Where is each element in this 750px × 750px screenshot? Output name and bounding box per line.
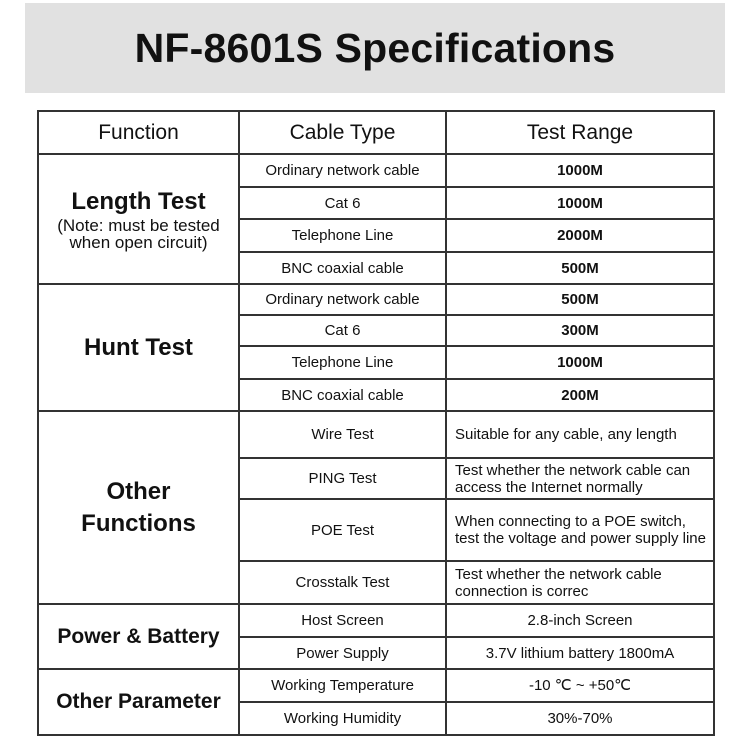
header-function: Function <box>37 110 240 155</box>
test-range-cell: 1000M <box>445 153 715 188</box>
cable-type-cell: Telephone Line <box>238 345 447 380</box>
description-cell: Suitable for any cable, any length <box>445 410 715 459</box>
test-range-cell: 1000M <box>445 186 715 220</box>
table-row: Cat 6 1000M <box>38 186 715 220</box>
specifications-table: Function Cable Type Test Range Length Te… <box>37 110 715 736</box>
test-range-cell: 300M <box>445 314 715 347</box>
test-range-cell: 2000M <box>445 218 715 253</box>
test-range-cell: 500M <box>445 251 715 285</box>
function-note: (Note: must be tested when open circuit) <box>57 216 220 252</box>
cable-type-cell: Ordinary network cable <box>238 153 447 188</box>
value-cell: 3.7V lithium battery 1800mA <box>445 636 715 670</box>
title-banner: NF-8601S Specifications <box>25 3 725 93</box>
header-test-range: Test Range <box>445 110 715 155</box>
function-cell: Other Functions <box>37 410 240 605</box>
table-row: Other Parameter Working Temperature -10 … <box>37 668 715 736</box>
cable-type-cell: Cat 6 <box>238 186 447 220</box>
table-row: Crosstalk Test Test whether the network … <box>38 560 715 605</box>
table-row: Power & Battery Host Screen 2.8-inch Scr… <box>37 603 715 670</box>
table-row: Working Humidity 30%-70% <box>38 701 715 736</box>
table-row: Telephone Line 1000M <box>38 345 715 380</box>
table-row: BNC coaxial cable 500M <box>38 251 715 285</box>
function-cell: Hunt Test <box>37 283 240 412</box>
test-range-cell: 1000M <box>445 345 715 380</box>
cable-type-cell: Host Screen <box>238 603 447 638</box>
test-range-cell: 500M <box>445 283 715 316</box>
cable-type-cell: Working Temperature <box>238 668 447 703</box>
table-row: Hunt Test Ordinary network cable 500M <box>37 283 715 412</box>
value-cell: -10 ℃ ~ +50℃ <box>445 668 715 703</box>
function-cell: Length Test (Note: must be tested when o… <box>37 153 240 285</box>
table-row: PING Test Test whether the network cable… <box>38 457 715 500</box>
function-cell: Other Parameter <box>37 668 240 736</box>
description-cell: When connecting to a POE switch, test th… <box>445 498 715 562</box>
function-cell: Power & Battery <box>37 603 240 670</box>
table-row: BNC coaxial cable 200M <box>38 378 715 412</box>
cable-type-cell: Power Supply <box>238 636 447 670</box>
description-cell: Test whether the network cable can acces… <box>445 457 715 500</box>
table-row: Power Supply 3.7V lithium battery 1800mA <box>38 636 715 670</box>
page-title: NF-8601S Specifications <box>134 24 616 71</box>
cable-type-cell: PING Test <box>238 457 447 500</box>
cable-type-cell: Ordinary network cable <box>238 283 447 316</box>
value-cell: 30%-70% <box>445 701 715 736</box>
description-cell: Test whether the network cable connectio… <box>445 560 715 605</box>
header-cable-type: Cable Type <box>238 110 447 155</box>
table-row: POE Test When connecting to a POE switch… <box>38 498 715 562</box>
cable-type-cell: Crosstalk Test <box>238 560 447 605</box>
table-row: Length Test (Note: must be tested when o… <box>37 153 715 285</box>
cable-type-cell: POE Test <box>238 498 447 562</box>
table-header-row: Function Cable Type Test Range <box>37 110 715 155</box>
table-row: Telephone Line 2000M <box>38 218 715 253</box>
cable-type-cell: Cat 6 <box>238 314 447 347</box>
cable-type-cell: Telephone Line <box>238 218 447 253</box>
value-cell: 2.8-inch Screen <box>445 603 715 638</box>
function-label: Length Test <box>71 188 206 215</box>
table-row: Other Functions Wire Test Suitable for a… <box>37 410 715 605</box>
cable-type-cell: Wire Test <box>238 410 447 459</box>
test-range-cell: 200M <box>445 378 715 412</box>
cable-type-cell: Working Humidity <box>238 701 447 736</box>
table-row: Cat 6 300M <box>38 314 715 347</box>
cable-type-cell: BNC coaxial cable <box>238 251 447 285</box>
cable-type-cell: BNC coaxial cable <box>238 378 447 412</box>
